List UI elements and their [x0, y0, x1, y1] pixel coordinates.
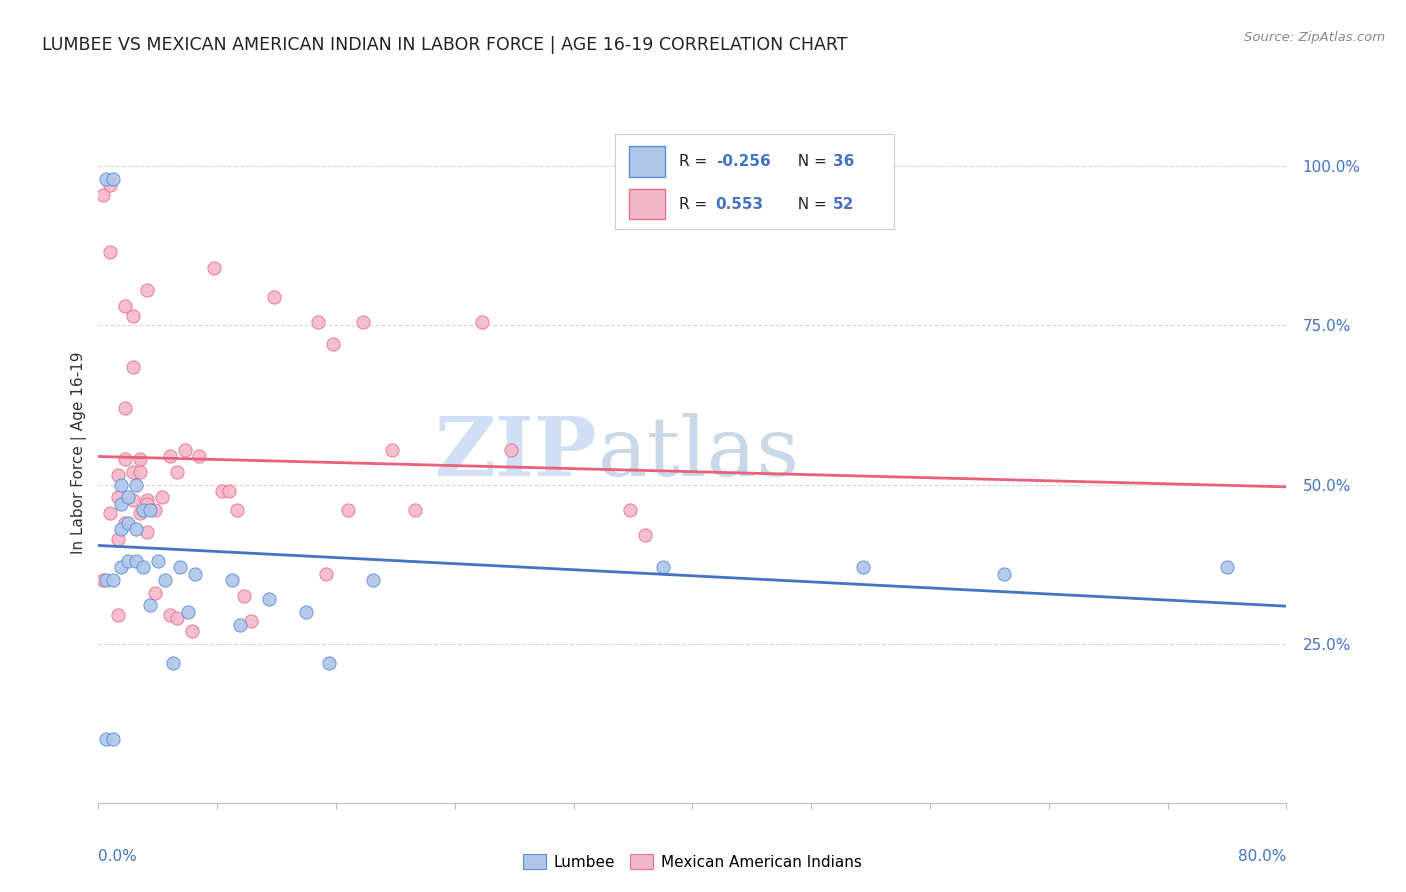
- Point: [143, 503, 166, 517]
- Point: [136, 525, 159, 540]
- Point: [307, 315, 329, 329]
- Point: [166, 611, 188, 625]
- Point: [471, 315, 494, 329]
- Point: [132, 560, 155, 574]
- Point: [91, 187, 114, 202]
- Point: [295, 605, 318, 619]
- Point: [322, 337, 344, 351]
- Point: [117, 516, 139, 530]
- Point: [501, 442, 523, 457]
- Point: [103, 732, 125, 747]
- Point: [98, 245, 121, 260]
- Text: 80.0%: 80.0%: [1239, 849, 1286, 863]
- Point: [117, 490, 139, 504]
- Point: [155, 573, 177, 587]
- Point: [114, 516, 136, 530]
- Point: [184, 566, 207, 581]
- Point: [129, 452, 152, 467]
- Point: [121, 359, 143, 374]
- Point: [107, 532, 129, 546]
- Point: [315, 566, 337, 581]
- Point: [150, 490, 173, 504]
- Legend: Lumbee, Mexican American Indians: Lumbee, Mexican American Indians: [517, 847, 868, 876]
- Point: [404, 503, 426, 517]
- Point: [110, 560, 132, 574]
- Point: [124, 477, 146, 491]
- Point: [91, 573, 114, 587]
- Point: [94, 573, 117, 587]
- Text: 0.0%: 0.0%: [98, 849, 138, 863]
- Text: Source: ZipAtlas.com: Source: ZipAtlas.com: [1244, 31, 1385, 45]
- Point: [136, 284, 159, 298]
- Text: LUMBEE VS MEXICAN AMERICAN INDIAN IN LABOR FORCE | AGE 16-19 CORRELATION CHART: LUMBEE VS MEXICAN AMERICAN INDIAN IN LAB…: [42, 36, 848, 54]
- Point: [114, 452, 136, 467]
- Point: [129, 506, 152, 520]
- Point: [107, 467, 129, 482]
- Text: atlas: atlas: [598, 413, 800, 492]
- Point: [143, 585, 166, 599]
- Point: [117, 554, 139, 568]
- Point: [98, 178, 121, 193]
- Point: [257, 592, 280, 607]
- Point: [114, 401, 136, 416]
- Point: [225, 503, 247, 517]
- Point: [121, 309, 143, 323]
- Point: [233, 589, 256, 603]
- Point: [146, 554, 169, 568]
- Point: [103, 172, 125, 186]
- Point: [240, 615, 263, 629]
- Point: [129, 465, 152, 479]
- Point: [263, 290, 285, 304]
- Point: [166, 465, 188, 479]
- Point: [181, 624, 204, 638]
- Point: [651, 560, 673, 574]
- Point: [132, 503, 155, 517]
- Point: [1216, 560, 1239, 574]
- Point: [94, 732, 117, 747]
- Text: ZIP: ZIP: [434, 413, 598, 492]
- Point: [169, 560, 191, 574]
- Point: [218, 483, 240, 498]
- Y-axis label: In Labor Force | Age 16-19: In Labor Force | Age 16-19: [72, 351, 87, 554]
- Point: [136, 497, 159, 511]
- Point: [228, 617, 250, 632]
- Point: [176, 605, 198, 619]
- Point: [159, 449, 181, 463]
- Point: [98, 506, 121, 520]
- Point: [211, 483, 233, 498]
- Point: [619, 503, 641, 517]
- Point: [318, 656, 340, 670]
- Point: [993, 566, 1015, 581]
- Point: [139, 503, 162, 517]
- Point: [110, 522, 132, 536]
- Point: [124, 522, 146, 536]
- Point: [852, 560, 875, 574]
- Point: [139, 599, 162, 613]
- Point: [136, 493, 159, 508]
- Point: [107, 607, 129, 622]
- Point: [188, 449, 211, 463]
- Point: [336, 503, 359, 517]
- Point: [352, 315, 374, 329]
- Point: [162, 656, 184, 670]
- Point: [121, 493, 143, 508]
- Point: [361, 573, 384, 587]
- Point: [159, 607, 181, 622]
- Point: [110, 477, 132, 491]
- Point: [173, 442, 195, 457]
- Point: [94, 172, 117, 186]
- Point: [110, 497, 132, 511]
- Point: [121, 465, 143, 479]
- Point: [381, 442, 404, 457]
- Point: [103, 573, 125, 587]
- Point: [634, 528, 657, 542]
- Point: [124, 554, 146, 568]
- Point: [221, 573, 243, 587]
- Point: [107, 490, 129, 504]
- Point: [114, 299, 136, 313]
- Point: [202, 261, 225, 276]
